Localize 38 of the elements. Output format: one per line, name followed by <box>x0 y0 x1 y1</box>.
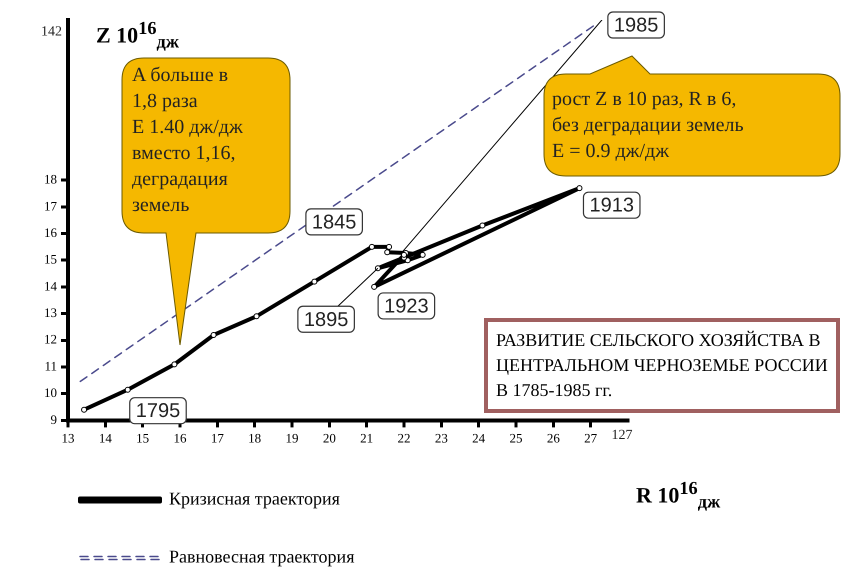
annotation: 1985 <box>614 14 658 37</box>
x-tick-label: 27 <box>584 430 598 446</box>
annotation: 1845 <box>312 211 356 234</box>
x-tick-label: 26 <box>546 430 560 446</box>
text: 127 <box>612 428 632 444</box>
x-tick-label: 20 <box>322 430 336 446</box>
annotation: 1795 <box>136 400 180 422</box>
x-tick-label: 16 <box>174 430 187 446</box>
annotation: 1923 <box>384 295 429 318</box>
y-tick-label: 16 <box>44 224 58 240</box>
y-tick-label: 9 <box>50 412 57 427</box>
y-tick-label: 17 <box>44 198 58 214</box>
x-tick-label: 24 <box>472 430 486 446</box>
annotation: A больше в 1,8 раза E 1.40 дж/дж вместо 1,16, деградация земель <box>132 63 243 218</box>
legend-label: Равновесная траектория <box>169 546 354 567</box>
y-tick-label: 14 <box>44 278 58 294</box>
y-tick-label: 11 <box>44 358 57 374</box>
x-tick-label: 23 <box>434 430 448 446</box>
x-tick-label: 13 <box>62 430 74 446</box>
x-tick-label: 14 <box>98 430 112 446</box>
text: 142 <box>41 24 62 40</box>
x-tick-label: 22 <box>398 430 410 446</box>
x-tick-label: 25 <box>510 430 522 446</box>
text: РАЗВИТИЕ СЕЛЬСКОГО ХОЗЯЙСТВА В ЦЕНТРАЛЬНОМ ЧЕРНОЗЕМЬЕ РОССИИ В 1785-1985 гг. <box>484 318 840 413</box>
y-tick-label: 18 <box>44 172 57 187</box>
annotation: 1895 <box>304 308 348 331</box>
x-tick-label: 18 <box>248 430 262 446</box>
y-tick-label: 10 <box>44 385 57 400</box>
x-tick-label: 15 <box>136 430 150 446</box>
x-tick-label: 19 <box>286 430 298 446</box>
x-tick-label: 17 <box>210 430 224 446</box>
legend-label: Кризисная траектория <box>169 488 340 509</box>
x-tick-label: 21 <box>360 430 374 446</box>
y-tick-label: 12 <box>44 332 57 347</box>
y-tick-label: 15 <box>44 252 57 267</box>
annotation: рост Z в 10 раз, R в 6, без деградации земель E = 0.9 дж/дж <box>552 87 744 164</box>
annotation: 1913 <box>589 194 634 217</box>
y-tick-label: 13 <box>44 305 57 320</box>
